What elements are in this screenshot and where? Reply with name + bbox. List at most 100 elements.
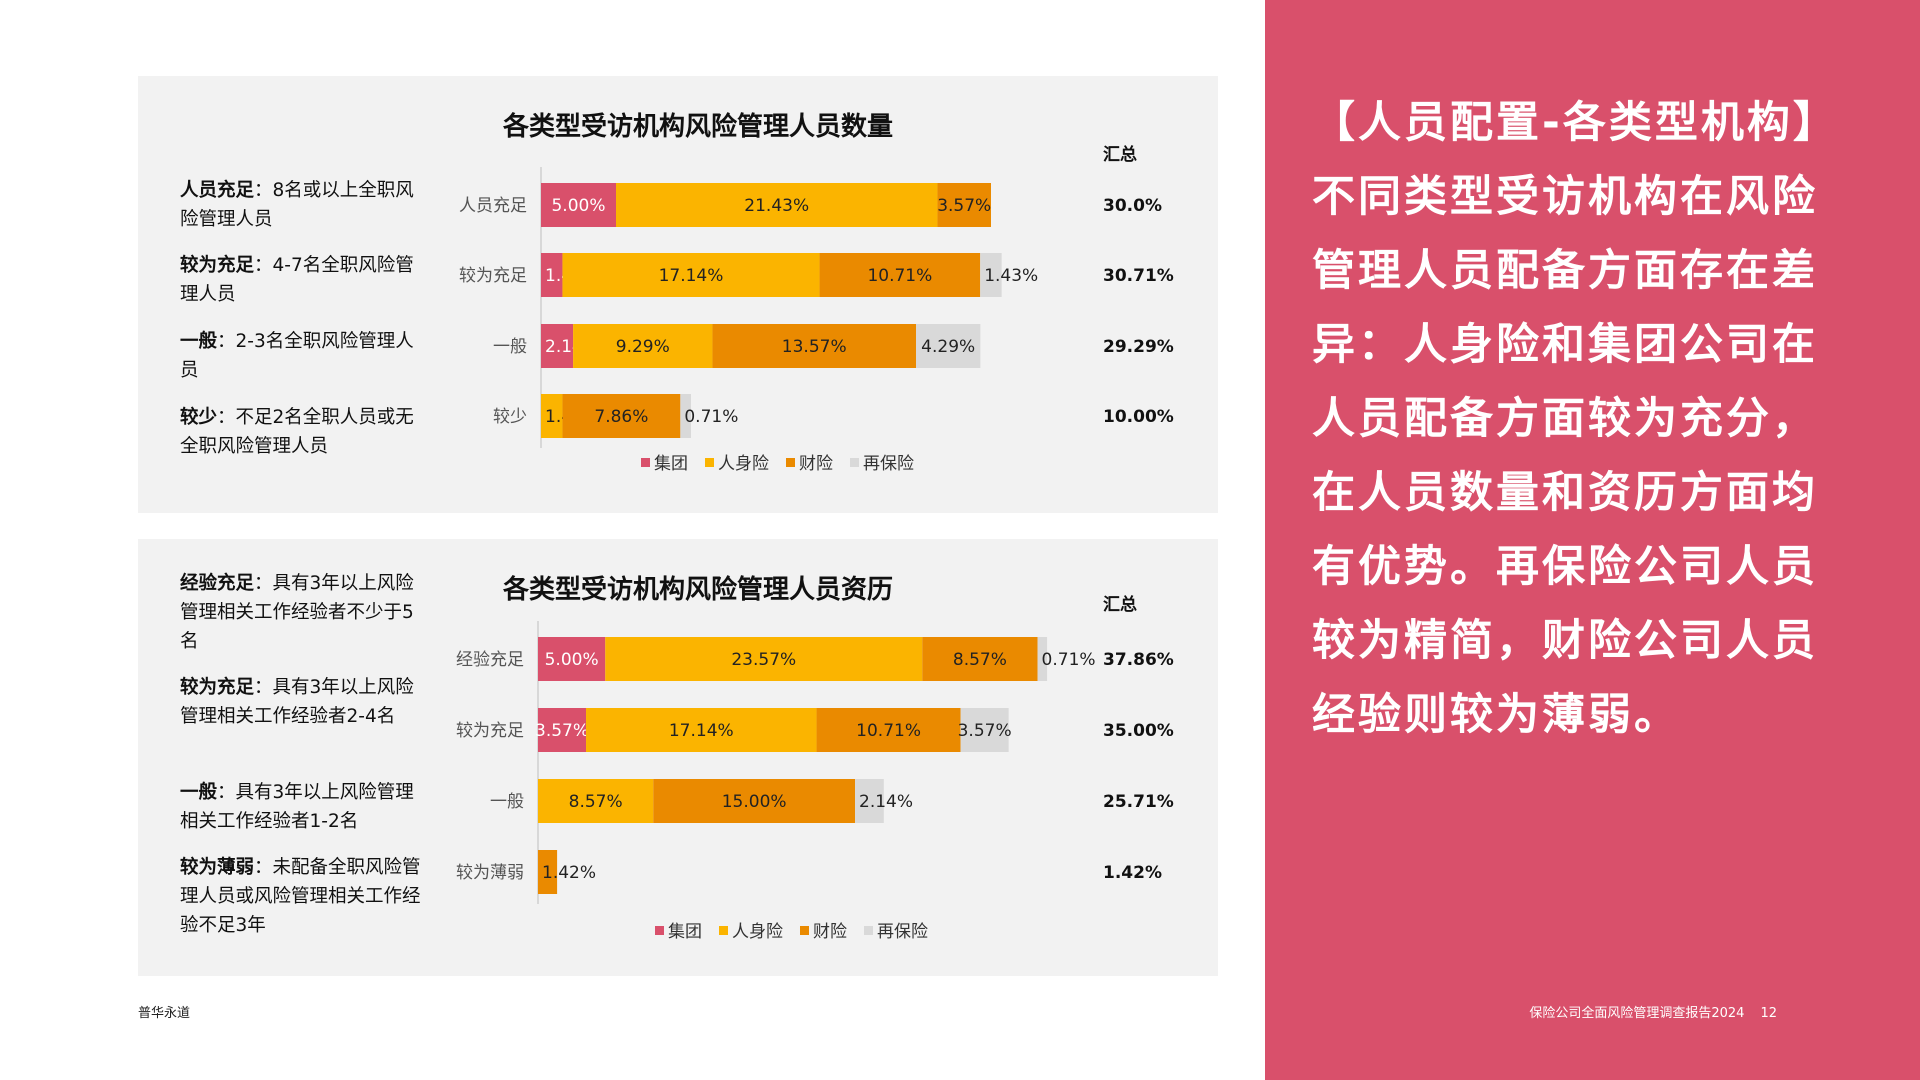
data-label: 15.00% xyxy=(722,792,787,812)
total-header: 汇总 xyxy=(1103,595,1137,615)
chart-title: 各类型受访机构风险管理人员资历 xyxy=(502,575,893,605)
page-number: 12 xyxy=(1760,1006,1777,1021)
legend-label: 财险 xyxy=(799,454,833,474)
definition-term: 较为薄弱 xyxy=(180,857,255,878)
definition-term: 较为充足 xyxy=(180,677,255,698)
category-label: 经验充足 xyxy=(456,650,524,670)
legend-swatch xyxy=(655,926,664,935)
legend-swatch xyxy=(800,926,809,935)
total-value: 37.86% xyxy=(1103,650,1174,670)
bar-segment xyxy=(980,253,1002,297)
total-value: 35.00% xyxy=(1103,721,1174,741)
category-label: 较为充足 xyxy=(456,721,524,741)
bar-segment xyxy=(960,708,1009,752)
footer-report-title: 保险公司全面风险管理调查报告2024 xyxy=(1529,1006,1745,1021)
bar-segment xyxy=(573,324,713,368)
bar-segment xyxy=(916,324,981,368)
definition-item: 人员充足：8名或以上全职风险管理人员 xyxy=(180,176,425,234)
bar-segment xyxy=(680,394,691,438)
definition-item: 一般：具有3年以上风险管理相关工作经验者1-2名 xyxy=(180,778,425,836)
category-label: 较少 xyxy=(493,407,527,427)
category-label: 较为薄弱 xyxy=(456,863,524,883)
definition-term: 一般 xyxy=(180,782,218,803)
bar-segment xyxy=(541,253,563,297)
total-value: 29.29% xyxy=(1103,337,1174,357)
data-label: 2.14% xyxy=(859,792,913,812)
data-label: 1.42% xyxy=(542,863,596,883)
definition-term: 一般 xyxy=(180,331,218,352)
bar-segment xyxy=(922,637,1038,681)
category-label: 一般 xyxy=(493,337,527,357)
total-value: 30.71% xyxy=(1103,266,1174,286)
definition-text: ：具有3年以上风险管理相关工作经验者2-4名 xyxy=(180,677,414,727)
stacked-bar-chart-staff-experience: 经验充足 5.00% 23.57% 8.57% 0.71% 37.86% 较为充足 3.57%… xyxy=(456,621,1174,942)
definition-text: ：8名或以上全职风险管理人员 xyxy=(180,180,414,230)
legend-swatch xyxy=(719,926,728,935)
data-label: 3.57% xyxy=(535,721,589,741)
chart-title: 各类型受访机构风险管理人员数量 xyxy=(502,112,893,142)
definition-text: ：具有3年以上风险管理相关工作经验者不少于5名 xyxy=(180,573,414,652)
legend-label: 集团 xyxy=(654,454,688,474)
bar-segment xyxy=(586,708,817,752)
legend-swatch xyxy=(786,458,795,467)
bar-segment xyxy=(616,183,938,227)
data-label: 5.00% xyxy=(551,196,605,216)
data-label: 23.57% xyxy=(731,650,796,670)
staff-experience-panel: 经验充足：具有3年以上风险管理相关工作经验者不少于5名 较为充足：具有3年以上风… xyxy=(138,539,1218,976)
data-label: 17.14% xyxy=(659,266,724,286)
total-value: 10.00% xyxy=(1103,407,1174,427)
definition-item: 较为薄弱：未配备全职风险管理人员或风险管理相关工作经验不足3年 xyxy=(180,853,425,940)
legend-label: 再保险 xyxy=(877,922,928,942)
data-label: 7.86% xyxy=(594,407,648,427)
bar-segment xyxy=(819,253,981,297)
data-label: 5.00% xyxy=(545,650,599,670)
legend-label: 人身险 xyxy=(718,454,769,474)
data-label: 0.71% xyxy=(1042,650,1096,670)
stacked-bar-chart-staff-count: 人员充足 5.00% 21.43% 3.57% 30.0% 较为充足 1.43% 17.14%… xyxy=(459,167,1174,474)
bar-segment xyxy=(541,183,616,227)
total-value: 30.0% xyxy=(1103,196,1162,216)
data-label: 8.57% xyxy=(569,792,623,812)
data-label: 10.71% xyxy=(856,721,921,741)
legend-swatch xyxy=(850,458,859,467)
data-label: 9.29% xyxy=(616,337,670,357)
bar-segment xyxy=(1037,637,1048,681)
legend-label: 人身险 xyxy=(732,922,783,942)
bar-segment xyxy=(855,779,884,823)
definition-term: 人员充足 xyxy=(180,180,255,201)
definition-item: 一般：2-3名全职风险管理人员 xyxy=(180,327,425,385)
legend-label: 集团 xyxy=(668,922,702,942)
bar-segment xyxy=(937,183,991,227)
definition-item: 较少：不足2名全职人员或无全职风险管理人员 xyxy=(180,403,425,461)
legend-swatch xyxy=(705,458,714,467)
staff-count-panel: 人员充足：8名或以上全职风险管理人员 较为充足：4-7名全职风险管理人员 一般：… xyxy=(138,76,1218,513)
definition-item: 较为充足：具有3年以上风险管理相关工作经验者2-4名 xyxy=(180,673,425,731)
summary-text: 【人员配置-各类型机构】不同类型受访机构在风险管理人员配备方面存在差异：人身险和… xyxy=(1312,98,1839,740)
bar-segment xyxy=(605,637,923,681)
definition-term: 经验充足 xyxy=(180,573,255,594)
bar-segment xyxy=(541,324,574,368)
bar-segment xyxy=(712,324,916,368)
legend-swatch xyxy=(641,458,650,467)
data-label: 13.57% xyxy=(782,337,847,357)
bar-segment xyxy=(562,394,681,438)
definition-text: ：具有3年以上风险管理相关工作经验者1-2名 xyxy=(180,782,414,832)
data-label: 21.43% xyxy=(744,196,809,216)
summary-panel: 【人员配置-各类型机构】不同类型受访机构在风险管理人员配备方面存在差异：人身险和… xyxy=(1265,0,1920,1080)
data-label: 17.14% xyxy=(669,721,734,741)
bar-segment xyxy=(541,394,563,438)
bar-segment xyxy=(538,850,558,894)
definition-term: 较为充足 xyxy=(180,255,255,276)
category-label: 较为充足 xyxy=(459,266,527,286)
definition-term: 较少 xyxy=(180,407,218,428)
data-label: 4.29% xyxy=(921,337,975,357)
data-label: 1.43% xyxy=(984,266,1038,286)
bar-segment xyxy=(653,779,856,823)
legend-swatch xyxy=(864,926,873,935)
definition-text: ：4-7名全职风险管理人员 xyxy=(180,255,414,305)
definition-item: 经验充足：具有3年以上风险管理相关工作经验者不少于5名 xyxy=(180,569,425,656)
total-value: 1.42% xyxy=(1103,863,1162,883)
data-label: 0.71% xyxy=(684,407,738,427)
data-label: 8.57% xyxy=(953,650,1007,670)
definition-text: ：不足2名全职人员或无全职风险管理人员 xyxy=(180,407,414,457)
